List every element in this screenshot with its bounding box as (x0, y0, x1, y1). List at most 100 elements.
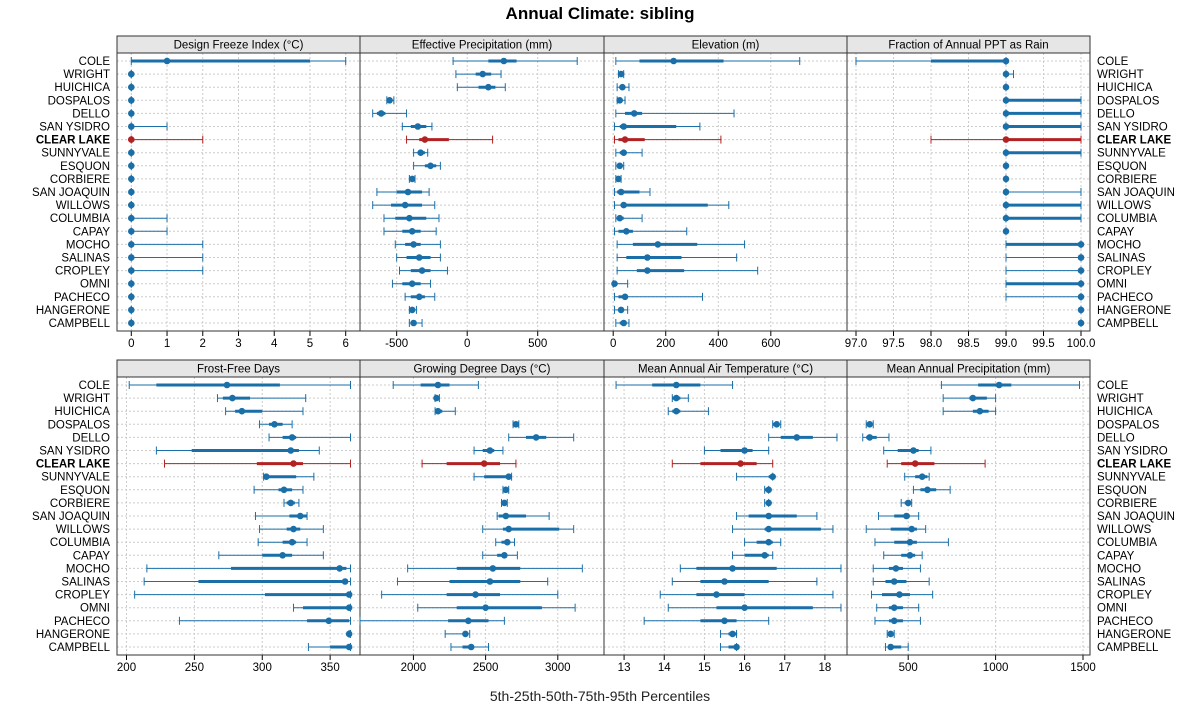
category-label: MOCHO (1097, 563, 1141, 575)
median-point (976, 407, 984, 415)
category-label: HANGERONE (1097, 629, 1171, 641)
median-point (769, 473, 776, 481)
panel-title: Fraction of Annual PPT as Rain (888, 40, 1048, 52)
median-point (421, 136, 429, 143)
median-point (765, 525, 772, 533)
median-point (127, 149, 135, 156)
median-point (345, 591, 353, 598)
median-point (866, 421, 874, 428)
category-label: HUICHICA (54, 406, 110, 418)
median-point (406, 214, 413, 222)
category-label: OMNI (1097, 603, 1127, 615)
median-point (793, 434, 801, 441)
median-point (733, 643, 740, 651)
tick-label: 97.5 (882, 338, 904, 350)
median-point (866, 434, 874, 441)
median-point (505, 473, 513, 481)
median-point (345, 643, 353, 651)
tick-label: 1500 (1070, 662, 1096, 674)
category-label: WILLOWS (56, 524, 111, 536)
median-point (761, 552, 768, 559)
tick-label: 1000 (983, 662, 1009, 674)
median-point (223, 381, 231, 389)
median-point (1002, 110, 1010, 117)
median-point (229, 394, 236, 402)
median-point (644, 254, 651, 261)
tick-label: 350 (321, 662, 340, 674)
median-point (410, 241, 417, 248)
category-label: DELLO (1097, 108, 1135, 120)
category-label: ESQUON (60, 485, 110, 497)
category-label: DELLO (72, 108, 110, 120)
tick-label: 98.5 (957, 338, 979, 350)
median-point (616, 162, 624, 170)
category-label: DELLO (1097, 432, 1135, 444)
median-point (630, 110, 638, 117)
category-label: COLUMBIA (1097, 213, 1157, 225)
category-label: HANGERONE (36, 305, 110, 317)
median-point (418, 267, 426, 274)
median-point (485, 83, 492, 91)
median-point (729, 630, 736, 638)
median-point (1077, 267, 1085, 274)
category-label: HUICHICA (1097, 406, 1153, 418)
category-label: CAMPBELL (49, 318, 111, 330)
tick-label: 97.0 (845, 338, 867, 350)
median-point (127, 123, 135, 130)
category-label: CROPLEY (55, 266, 110, 278)
category-label: CROPLEY (1097, 590, 1152, 602)
median-point (341, 578, 349, 585)
category-label: MOCHO (66, 563, 110, 575)
median-point (911, 460, 919, 467)
panel-title: Frost-Free Days (197, 364, 280, 376)
median-point (404, 188, 412, 196)
tick-label: 13 (618, 662, 631, 674)
median-point (1077, 280, 1085, 288)
category-label: CLEAR LAKE (1097, 459, 1171, 471)
median-point (271, 421, 278, 428)
median-point (502, 512, 510, 520)
tick-label: 98.0 (920, 338, 942, 350)
median-point (617, 306, 625, 314)
tick-label: 500 (528, 338, 547, 350)
category-label: WRIGHT (1097, 69, 1144, 81)
median-point (290, 460, 297, 467)
median-point (1002, 188, 1010, 196)
median-point (377, 110, 385, 117)
median-point (910, 447, 917, 454)
category-label: DOSPALOS (48, 95, 111, 107)
category-label: CORBIERE (50, 174, 110, 186)
median-point (721, 617, 728, 625)
category-label: CAPAY (1097, 550, 1135, 562)
median-point (765, 486, 772, 494)
median-point (890, 604, 898, 611)
median-point (532, 434, 540, 441)
median-point (433, 394, 440, 402)
tick-label: 0 (464, 338, 470, 350)
category-label: ESQUON (1097, 161, 1147, 173)
median-point (765, 512, 772, 520)
category-label: ESQUON (60, 161, 110, 173)
median-point (290, 525, 297, 533)
tick-label: 500 (899, 662, 918, 674)
median-point (127, 241, 135, 248)
category-label: DOSPALOS (1097, 419, 1160, 431)
median-point (672, 394, 680, 402)
panel-title: Mean Annual Air Temperature (°C) (638, 364, 813, 376)
category-label: COLE (79, 380, 111, 392)
category-label: WRIGHT (1097, 393, 1144, 405)
median-point (288, 434, 296, 441)
category-label: SUNNYVALE (1097, 148, 1166, 160)
median-point (672, 407, 680, 415)
median-point (467, 643, 475, 651)
median-point (670, 57, 677, 65)
median-point (654, 241, 662, 248)
median-point (163, 57, 171, 65)
median-point (501, 499, 508, 507)
median-point (620, 319, 628, 327)
category-label: DOSPALOS (1097, 95, 1160, 107)
median-point (336, 565, 343, 572)
category-label: CORBIERE (50, 498, 110, 510)
median-point (1002, 175, 1010, 183)
